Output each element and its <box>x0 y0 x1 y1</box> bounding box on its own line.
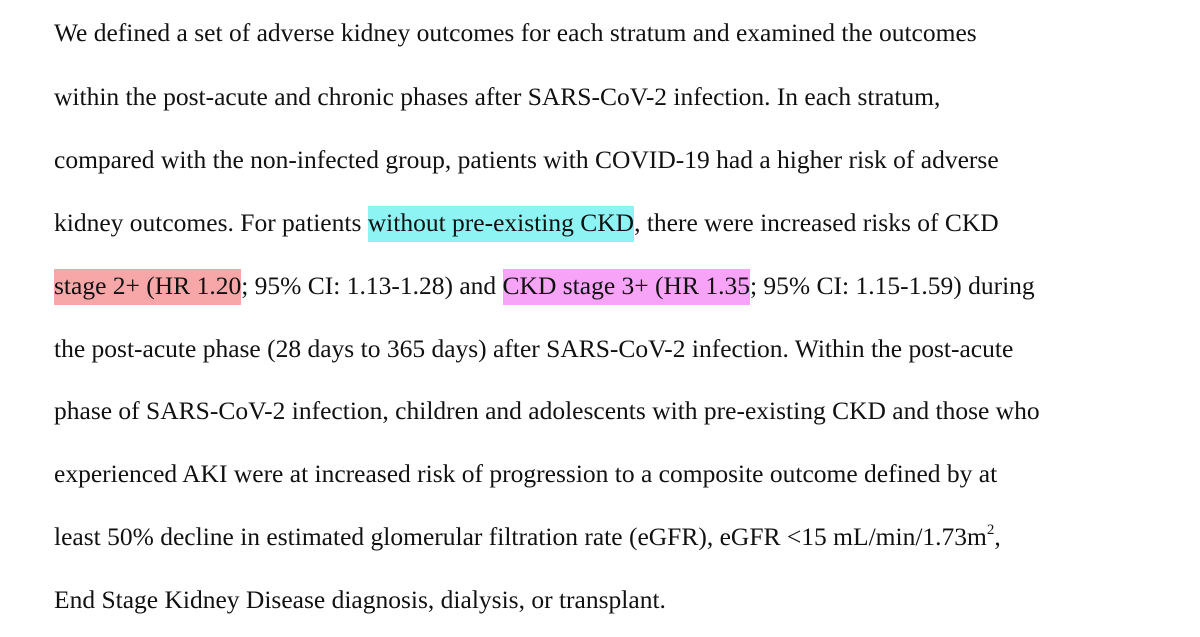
highlight-magenta: CKD stage 3+ (HR 1.35 <box>502 269 750 305</box>
paragraph-line: kidney outcomes. For patients without pr… <box>54 206 999 242</box>
text-segment: ; 95% CI: 1.13-1.28) and <box>241 271 503 300</box>
paragraph-line: compared with the non-infected group, pa… <box>54 145 999 174</box>
paragraph-line: within the post-acute and chronic phases… <box>54 82 941 111</box>
paragraph-line: experienced AKI were at increased risk o… <box>54 459 998 488</box>
paragraph-line: stage 2+ (HR 1.20; 95% CI: 1.13-1.28) an… <box>54 269 1035 305</box>
highlight-red: stage 2+ (HR 1.20 <box>54 269 242 305</box>
paragraph-line: the post-acute phase (28 days to 365 day… <box>54 334 1014 363</box>
text-segment: least 50% decline in estimated glomerula… <box>54 522 987 551</box>
text-segment: kidney outcomes. For patients <box>54 208 368 237</box>
paragraph-line: End Stage Kidney Disease diagnosis, dial… <box>54 585 666 614</box>
paragraph-line: least 50% decline in estimated glomerula… <box>54 520 1001 554</box>
paragraph-line: We defined a set of adverse kidney outco… <box>54 18 977 47</box>
text-segment: , there were increased risks of CKD <box>634 208 999 237</box>
highlight-cyan: without pre-existing CKD <box>367 206 635 242</box>
text-segment: , <box>994 522 1001 551</box>
text-segment: ; 95% CI: 1.15-1.59) during <box>749 271 1035 300</box>
paragraph-line: phase of SARS-CoV-2 infection, children … <box>54 396 1040 425</box>
superscript: 2 <box>986 521 995 538</box>
